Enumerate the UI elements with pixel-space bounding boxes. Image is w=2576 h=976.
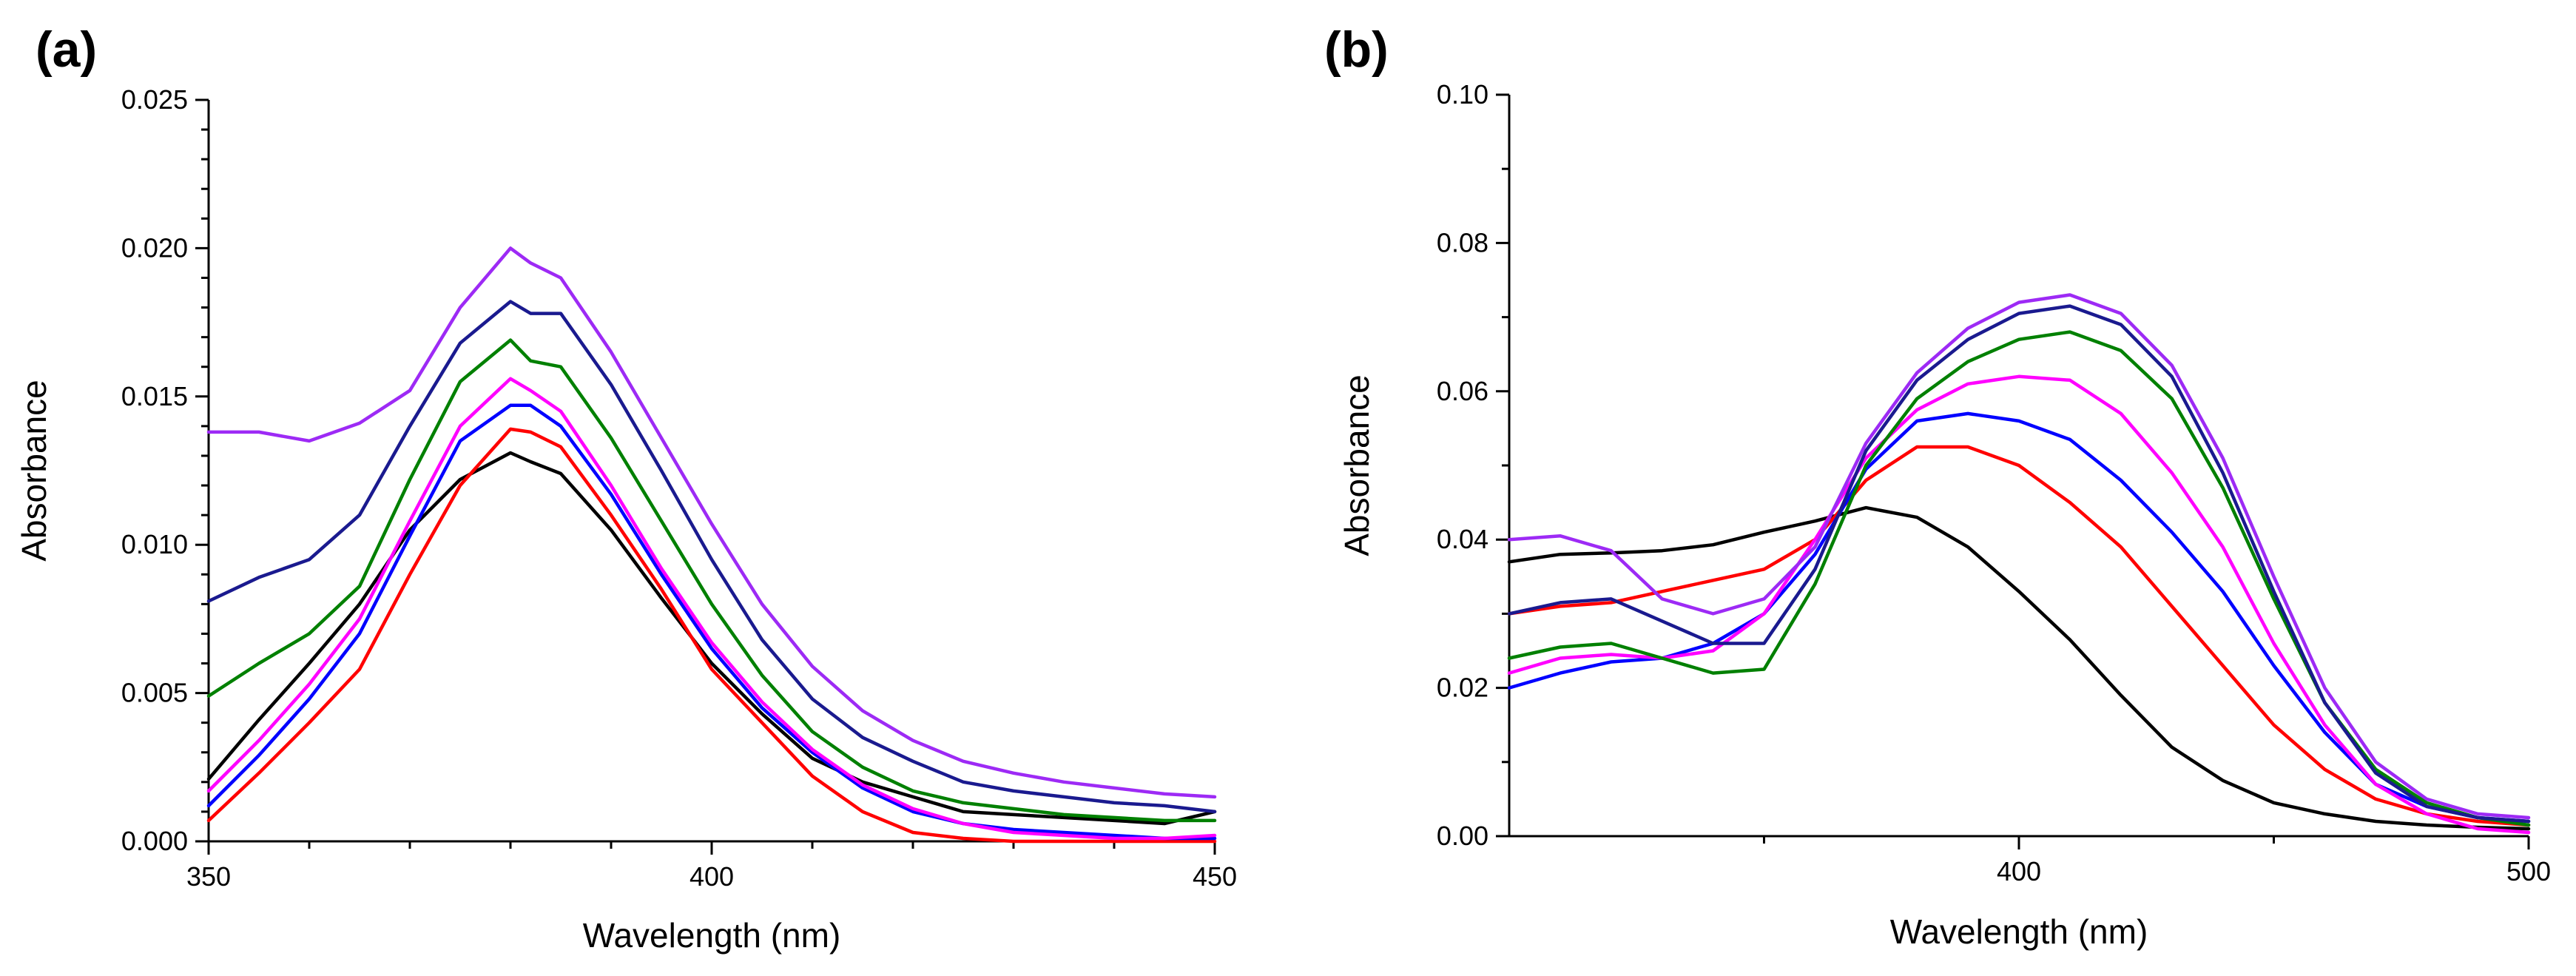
x-tick-label: 500 [2506, 856, 2551, 886]
series-line-magenta [206, 377, 1217, 841]
series-line-black [1507, 505, 2531, 831]
panel-label: (a) [36, 21, 97, 78]
y-tick-label: 0.10 [1437, 79, 1488, 110]
y-tick-label: 0.005 [121, 678, 188, 708]
x-tick-label: 400 [1997, 856, 2041, 886]
y-tick-label: 0.010 [121, 529, 188, 559]
x-tick-label: 350 [186, 861, 231, 892]
panel-a: (a) 0.000 0.005 0.010 0.015 0.020 0.025 350 400 4… [15, 21, 1237, 955]
panel-label: (b) [1324, 21, 1389, 78]
x-tick-label: 450 [1193, 861, 1237, 892]
series-line-black [206, 451, 1217, 826]
series-line-blue [206, 403, 1217, 841]
y-tick-label: 0.06 [1437, 376, 1488, 406]
y-tick-label: 0.08 [1437, 227, 1488, 258]
series-line-green [1507, 330, 2531, 827]
y-tick-label: 0.00 [1437, 821, 1488, 851]
y-axis-title: Absorbance [1338, 374, 1376, 556]
series-line-green [206, 338, 1217, 823]
y-tick-label: 0.020 [121, 232, 188, 263]
series-line-violet [1507, 293, 2531, 820]
x-tick-label: 400 [689, 861, 734, 892]
series-line-magenta [1507, 374, 2531, 835]
series-line-navy [206, 300, 1217, 814]
y-tick-label: 0.025 [121, 84, 188, 115]
y-tick-label: 0.04 [1437, 524, 1488, 554]
x-axis-title: Wavelength (nm) [583, 916, 841, 955]
series-line-violet [206, 246, 1217, 799]
y-tick-label: 0.015 [121, 381, 188, 411]
series-line-red [206, 427, 1217, 844]
panel-b: (b) 0.00 0.02 0.04 0.06 0.08 0.10 400 500 Wavelen… [1324, 21, 2551, 951]
series-line-navy [1507, 304, 2531, 824]
x-axis-title: Wavelength (nm) [1890, 912, 2148, 951]
series-line-red [1507, 445, 2531, 827]
y-tick-label: 0.02 [1437, 673, 1488, 703]
y-tick-label: 0.000 [121, 826, 188, 856]
y-axis-title: Absorbance [15, 380, 53, 562]
